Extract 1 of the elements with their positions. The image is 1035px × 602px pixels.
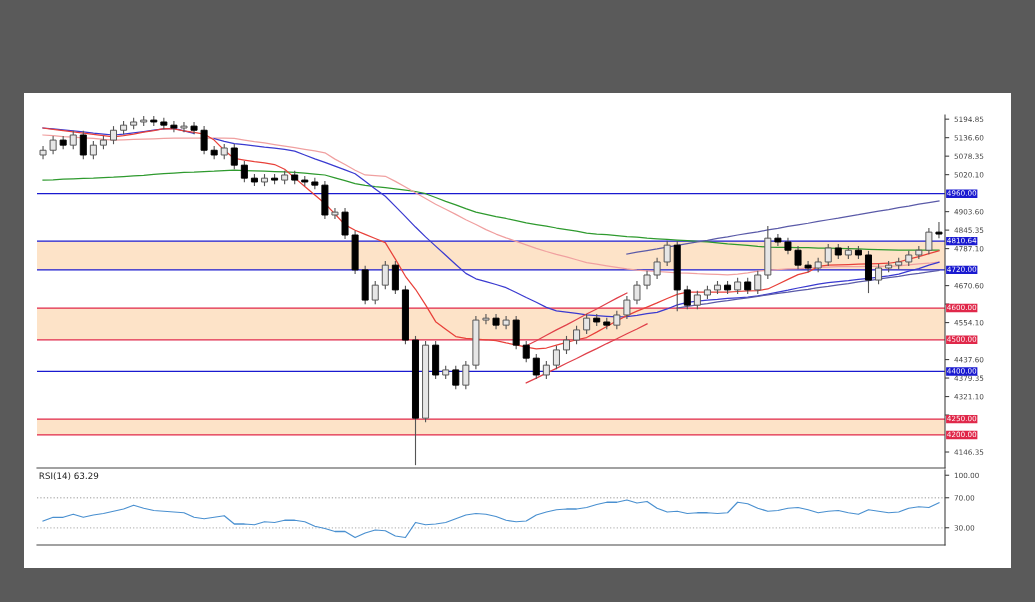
chart-title: RSI(14) 63.29 [39,472,99,481]
